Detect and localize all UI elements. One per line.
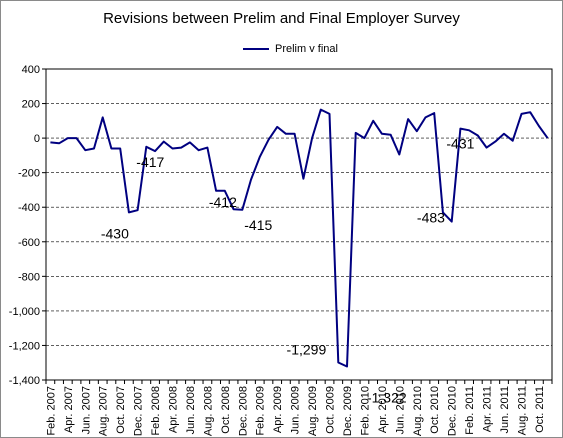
x-tick-label: Aug. 2008 (202, 386, 214, 436)
x-tick-label: Jun. 2011 (499, 386, 511, 434)
x-tick-label: Feb. 2007 (45, 386, 57, 436)
y-tick-label: -1,400 (9, 375, 40, 387)
x-tick-label: Feb. 2010 (359, 386, 371, 436)
y-tick-label: 200 (22, 99, 40, 111)
x-tick-label: Dec. 2008 (237, 386, 249, 436)
x-tick-label: Aug. 2011 (516, 386, 528, 435)
x-tick-label: Oct. 2009 (325, 386, 337, 434)
data-label: -431 (446, 136, 474, 152)
x-tick-label: Apr. 2008 (168, 386, 180, 433)
x-tick-label: Aug. 2007 (98, 386, 110, 436)
y-tick-label: -800 (18, 271, 40, 283)
series-line-prelim-v-final (50, 108, 549, 368)
x-tick-label: Aug. 2009 (307, 386, 319, 436)
x-tick-label: Oct. 2010 (429, 386, 441, 434)
y-tick-label: 0 (34, 133, 40, 145)
x-tick-label: Dec. 2007 (133, 386, 145, 436)
y-tick-label: -1,000 (9, 306, 40, 318)
x-tick-label: Apr. 2010 (377, 386, 389, 433)
y-tick-label: -200 (18, 168, 40, 180)
x-tick-label: Jun. 2007 (80, 386, 92, 434)
data-label: -415 (244, 217, 272, 233)
y-tick-label: -600 (18, 237, 40, 249)
y-tick-label: -400 (18, 202, 40, 214)
data-label: -1,322 (367, 390, 407, 406)
x-tick-label: Apr. 2007 (63, 386, 75, 433)
x-tick-label: Jun. 2009 (290, 386, 302, 434)
plot-area (45, 68, 553, 381)
legend-label: Prelim v final (275, 43, 338, 55)
data-label: -412 (209, 194, 237, 210)
x-tick-label: Apr. 2009 (272, 386, 284, 433)
x-tick-label: Oct. 2008 (220, 386, 232, 434)
x-tick-label: Dec. 2009 (342, 386, 354, 436)
x-tick-label: Oct. 2007 (115, 386, 127, 434)
x-tick-label: Dec. 2010 (447, 386, 459, 436)
data-label: -483 (417, 209, 445, 225)
data-label: -1,299 (287, 342, 327, 358)
x-tick-label: Apr. 2011 (482, 386, 494, 432)
data-label: -417 (136, 154, 164, 170)
legend-swatch (243, 48, 269, 50)
y-tick-label: -1,200 (9, 340, 40, 352)
x-tick-label: Feb. 2009 (255, 386, 267, 436)
x-tick-label: Aug. 2010 (412, 386, 424, 436)
x-tick-label: Oct. 2011 (534, 386, 546, 433)
y-tick-label: 400 (22, 64, 40, 76)
chart-title: Revisions between Prelim and Final Emplo… (103, 10, 460, 27)
x-tick-label: Feb. 2008 (150, 386, 162, 436)
legend: Prelim v final (243, 41, 338, 57)
x-tick-label: Feb. 2011 (464, 386, 476, 435)
data-label: -430 (101, 225, 129, 241)
x-tick-label: Jun. 2008 (185, 386, 197, 434)
x-tick-label: Jun. 2010 (394, 386, 406, 434)
